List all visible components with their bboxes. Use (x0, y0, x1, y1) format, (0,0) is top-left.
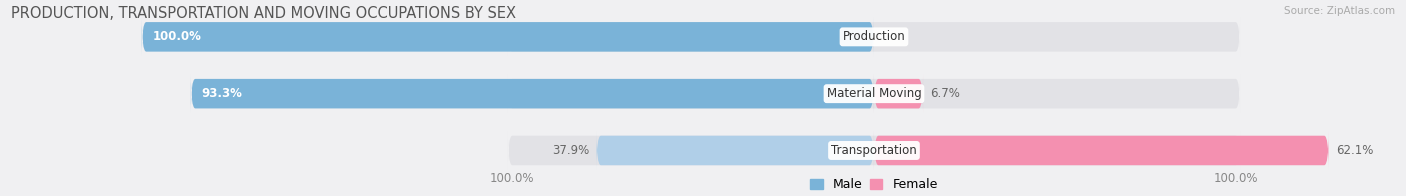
Text: Material Moving: Material Moving (827, 87, 921, 100)
Text: Production: Production (842, 30, 905, 43)
Text: 93.3%: 93.3% (202, 87, 243, 100)
FancyBboxPatch shape (142, 18, 875, 56)
Text: 37.9%: 37.9% (553, 144, 589, 157)
FancyBboxPatch shape (508, 74, 1240, 113)
Text: 62.1%: 62.1% (1336, 144, 1374, 157)
Text: Transportation: Transportation (831, 144, 917, 157)
FancyBboxPatch shape (508, 18, 1240, 56)
Text: 6.7%: 6.7% (931, 87, 960, 100)
FancyBboxPatch shape (875, 131, 1329, 170)
Text: Source: ZipAtlas.com: Source: ZipAtlas.com (1284, 6, 1395, 16)
FancyBboxPatch shape (508, 131, 1240, 170)
FancyBboxPatch shape (191, 74, 875, 113)
Legend: Male, Female: Male, Female (806, 173, 943, 196)
Text: 100.0%: 100.0% (489, 172, 534, 185)
Text: 100.0%: 100.0% (1213, 172, 1258, 185)
Text: 100.0%: 100.0% (153, 30, 201, 43)
FancyBboxPatch shape (875, 74, 922, 113)
Text: PRODUCTION, TRANSPORTATION AND MOVING OCCUPATIONS BY SEX: PRODUCTION, TRANSPORTATION AND MOVING OC… (11, 6, 516, 21)
FancyBboxPatch shape (596, 131, 875, 170)
